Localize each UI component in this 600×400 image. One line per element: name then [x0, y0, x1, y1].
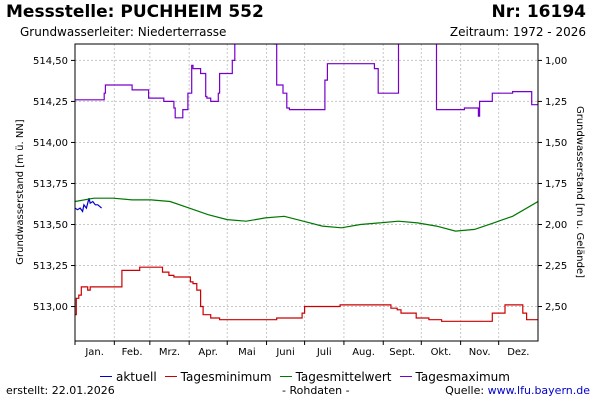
legend-label: Tagesminimum	[180, 369, 272, 384]
legend-item-max: Tagesmaximum	[399, 369, 510, 384]
x-tick-label: Sept.	[389, 347, 415, 358]
x-tick-label: Apr.	[198, 347, 218, 358]
legend-label: aktuell	[116, 369, 157, 384]
y-axis-label-right: Grundwasserstand [m u. Gelände]	[574, 106, 585, 278]
legend-swatch	[279, 376, 292, 377]
series-lines	[75, 44, 538, 322]
station-title: Messstelle: PUCHHEIM 552	[6, 2, 264, 22]
source-credit: Quelle: www.lfu.bayern.de	[445, 384, 590, 397]
y-tick-label-right: 1,00	[545, 56, 567, 67]
y-tick-label-right: 1,75	[545, 179, 567, 190]
y-axis-label-left: Grundwasserstand [m ü. NN]	[15, 119, 26, 264]
legend-item-min: Tagesminimum	[164, 369, 272, 384]
legend-swatch	[164, 376, 177, 377]
raw-data-note: - Rohdaten -	[282, 384, 350, 397]
y-tick-label-left: 514,50	[33, 56, 68, 67]
series-max-line	[75, 44, 538, 119]
x-tick-label: Dez.	[507, 347, 529, 358]
legend-label: Tagesmaximum	[415, 369, 510, 384]
series-min-line	[75, 266, 538, 322]
source-label: Quelle:	[445, 384, 488, 397]
y-tick-label-left: 514,00	[33, 138, 68, 149]
y-tick-label-right: 2,00	[545, 220, 567, 231]
y-tick-label-left: 514,25	[33, 97, 68, 108]
created-date: erstellt: 22.01.2026	[6, 384, 115, 397]
x-tick-label: Juni	[275, 347, 294, 358]
y-tick-label-right: 1,50	[545, 138, 567, 149]
axis-ticks: 514,50 1,00 514,25 1,25 514,00 1,50 513,75 1,75…	[33, 56, 567, 358]
source-link[interactable]: www.lfu.bayern.de	[487, 384, 590, 397]
y-tick-label-left: 513,00	[33, 302, 68, 313]
x-tick-label: Nov.	[469, 347, 491, 358]
legend-item-aktuell: aktuell	[100, 370, 157, 384]
station-number: Nr: 16194	[491, 2, 586, 22]
x-tick-label: Okt.	[431, 347, 452, 358]
x-tick-label: Juli	[316, 347, 332, 358]
series-aktuell-line	[75, 198, 102, 213]
y-tick-label-right: 2,25	[545, 261, 567, 272]
period-label: Zeitraum: 1972 - 2026	[449, 25, 586, 39]
plot-frame	[74, 43, 539, 342]
legend: aktuell Tagesminimum Tagesmittelwert Tagesm…	[100, 366, 518, 384]
legend-swatch	[100, 376, 112, 377]
series-mean-line	[75, 197, 538, 232]
x-tick-label: Mrz.	[159, 347, 180, 358]
aquifer-label: Grundwasserleiter: Niederterrasse	[20, 25, 227, 39]
y-tick-label-left: 513,25	[33, 261, 68, 272]
legend-swatch	[399, 376, 412, 377]
y-tick-label-right: 1,25	[545, 97, 567, 108]
grid	[75, 44, 538, 341]
legend-label: Tagesmittelwert	[295, 369, 392, 384]
y-tick-label-left: 513,75	[33, 179, 68, 190]
legend-item-mean: Tagesmittelwert	[279, 369, 392, 384]
y-tick-label-left: 513,50	[33, 220, 68, 231]
x-tick-label: Feb.	[122, 347, 143, 358]
x-tick-label: Aug.	[352, 347, 375, 358]
x-tick-label: Mai	[238, 347, 256, 358]
y-tick-label-right: 2,50	[545, 302, 567, 313]
x-tick-label: Jan.	[84, 347, 104, 358]
